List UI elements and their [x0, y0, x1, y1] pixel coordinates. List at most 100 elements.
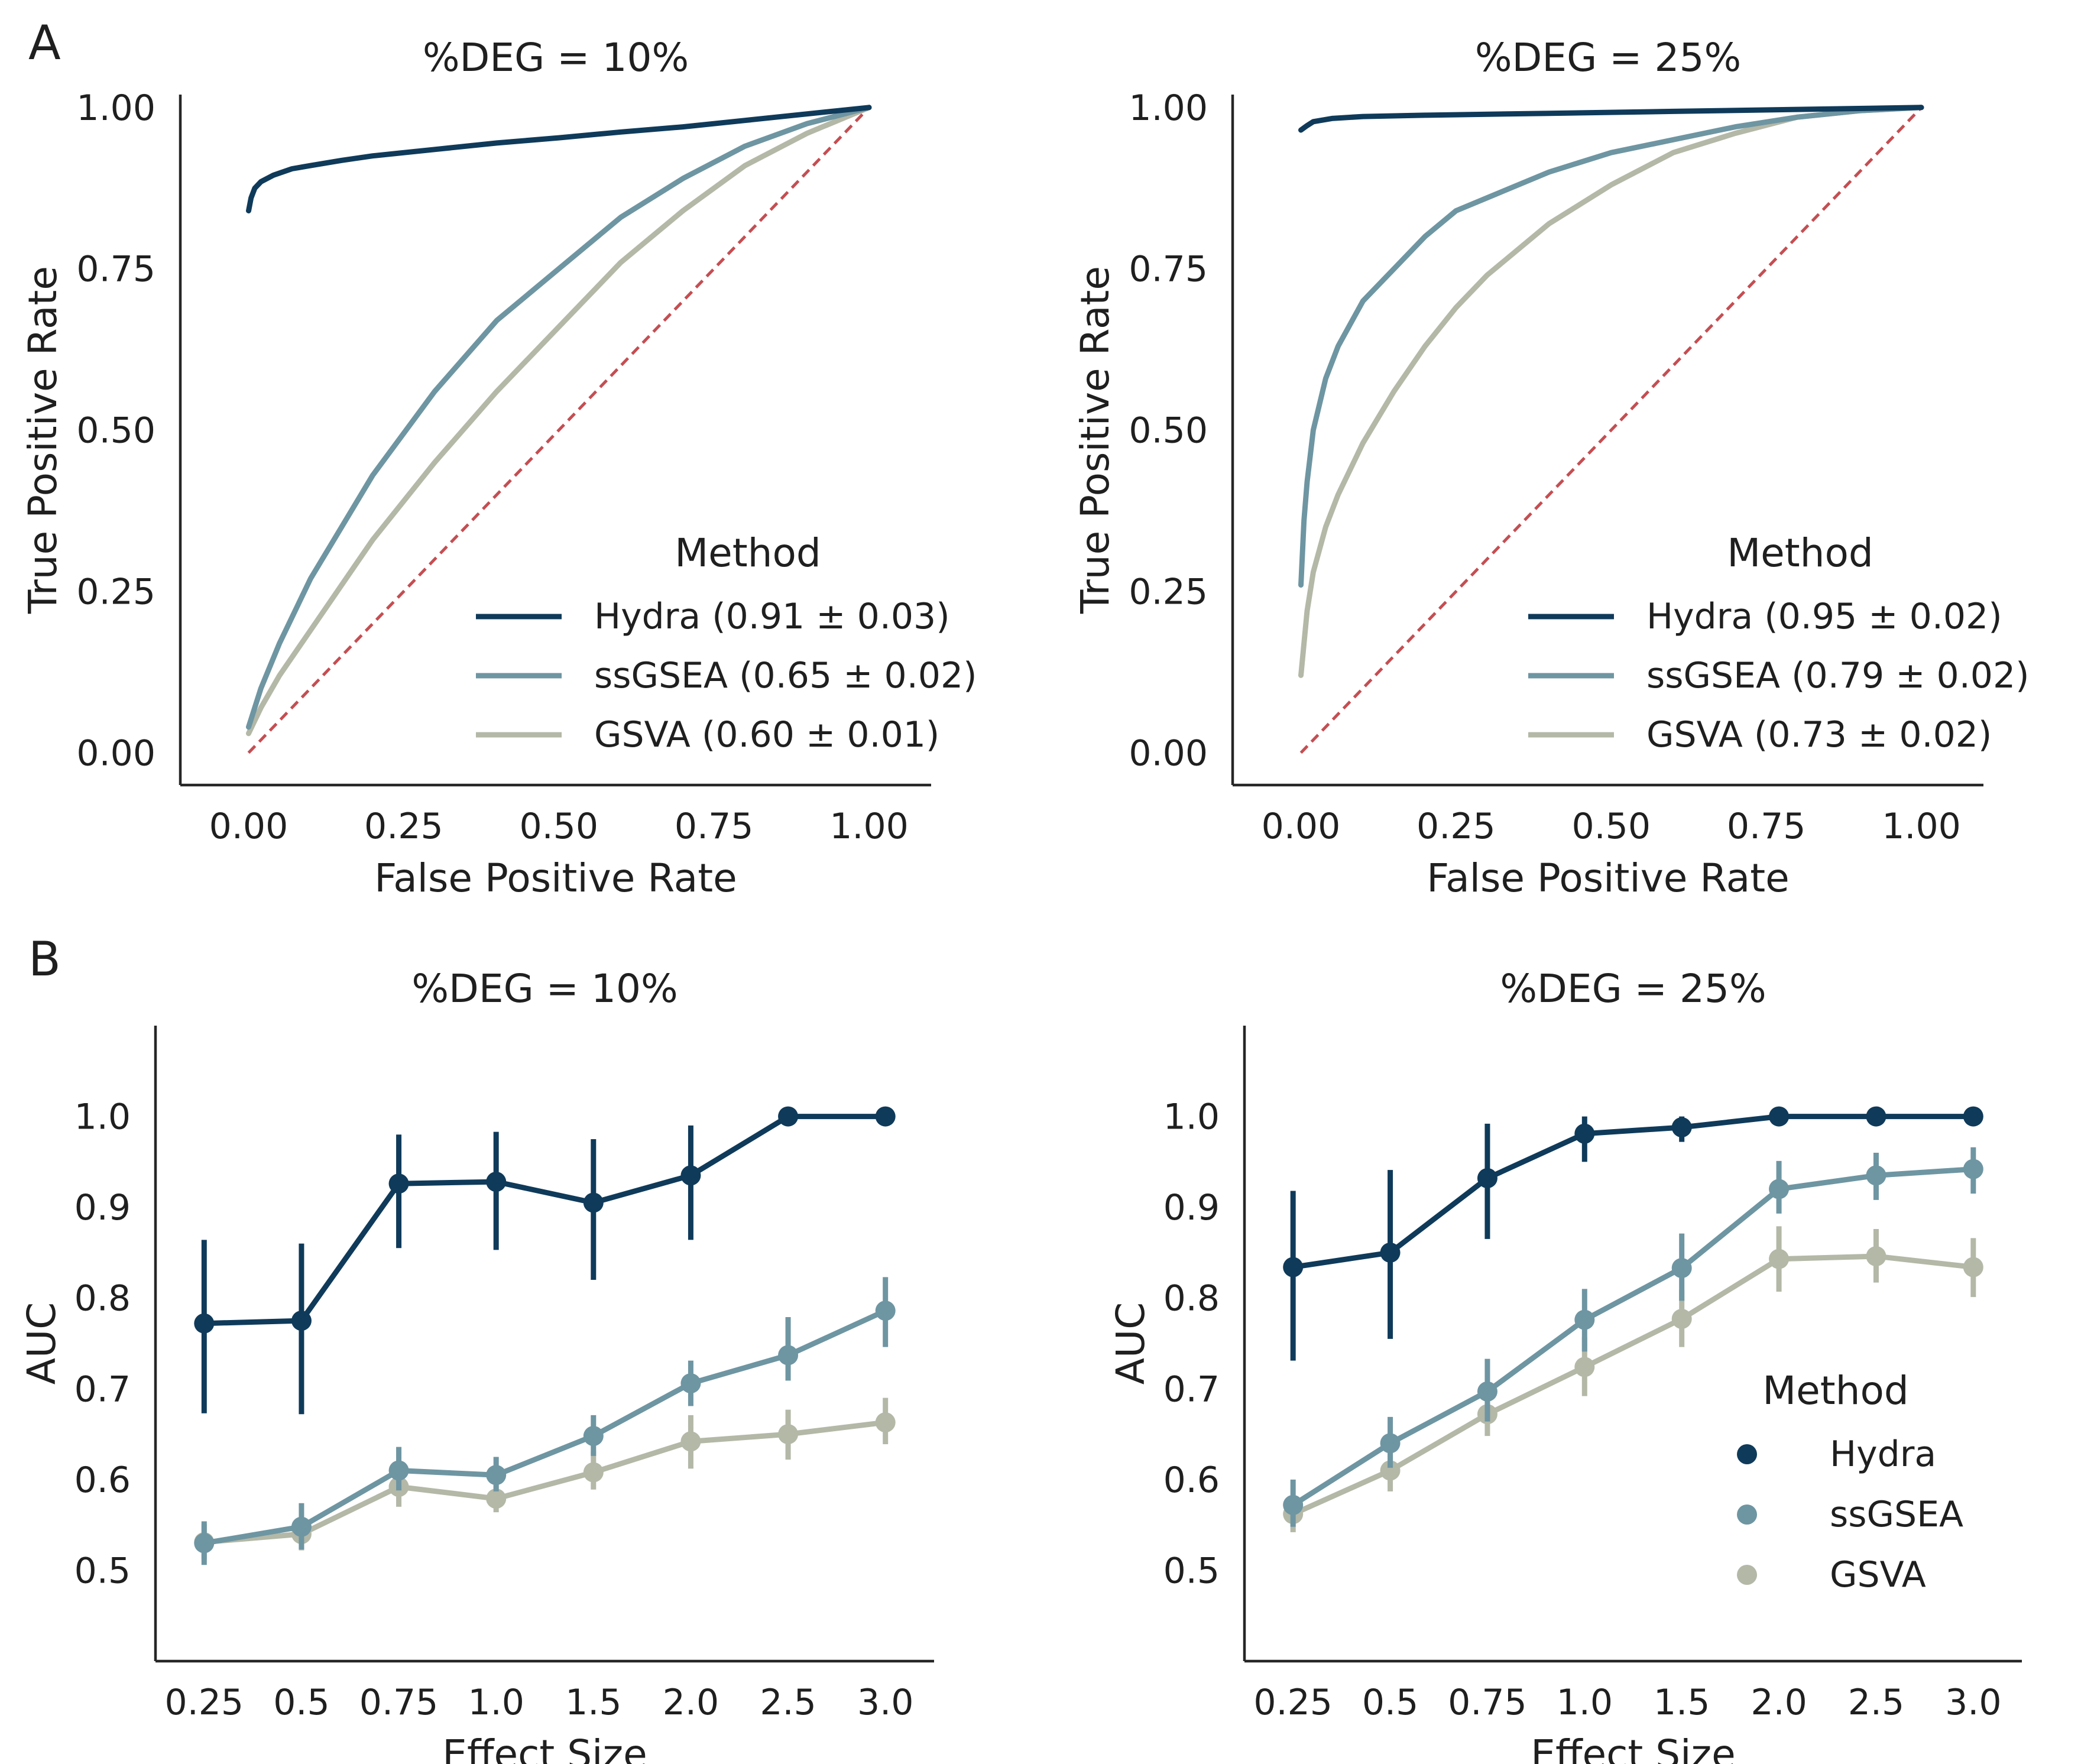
data-point-ssgsea — [1866, 1165, 1886, 1186]
y-tick-label: 0.5 — [1163, 1550, 1220, 1591]
legend-label-ssgsea: ssGSEA (0.65 ± 0.02) — [594, 655, 977, 696]
y-tick-label: 0.9 — [74, 1187, 131, 1228]
data-point-ssgsea — [1671, 1258, 1692, 1279]
x-tick-label: 3.0 — [857, 1682, 913, 1723]
data-point-ssgsea — [875, 1301, 896, 1321]
legend-label-ssgsea: ssGSEA — [1830, 1494, 1963, 1535]
data-point-gsva — [875, 1412, 896, 1433]
x-tick-label: 1.0 — [468, 1682, 524, 1723]
data-point-gsva — [1866, 1246, 1886, 1267]
x-tick-label: 0.25 — [1253, 1682, 1333, 1723]
data-point-gsva — [778, 1424, 799, 1445]
x-tick-label: 1.00 — [1882, 806, 1961, 847]
diagonal-reference-line — [1299, 106, 1923, 754]
data-point-hydra — [1963, 1106, 1983, 1127]
data-point-hydra — [1769, 1106, 1790, 1127]
data-point-ssgsea — [486, 1465, 507, 1486]
data-point-ssgsea — [194, 1533, 215, 1554]
data-point-hydra — [1380, 1242, 1401, 1263]
data-point-hydra — [388, 1173, 409, 1194]
legend-title: Method — [675, 530, 821, 576]
data-point-hydra — [194, 1313, 215, 1334]
x-tick-label: 1.5 — [1654, 1682, 1710, 1723]
series-line-ssgsea — [1291, 1166, 1974, 1507]
chart-title: %DEG = 10% — [411, 966, 678, 1011]
panel-label-b: B — [28, 932, 61, 987]
data-point-gsva — [1769, 1249, 1790, 1269]
y-tick-label: 0.6 — [1163, 1460, 1220, 1501]
x-tick-label: 0.50 — [1571, 806, 1651, 847]
y-axis-label: True Positive Rate — [1072, 266, 1118, 614]
data-point-hydra — [1283, 1257, 1304, 1277]
x-tick-label: 0.75 — [359, 1682, 439, 1723]
legend-title: Method — [1727, 530, 1873, 576]
series-line-hydra — [204, 1114, 886, 1327]
auc-chart-deg25: %DEG = 25% 0.25 0.5 0.75 1.0 1.5 2.0 2.5 3.0 0.5 0… — [1108, 966, 2022, 1764]
x-tick-label: 0.00 — [1262, 806, 1341, 847]
chart-title: %DEG = 10% — [423, 35, 689, 80]
x-tick-label: 2.5 — [1848, 1682, 1904, 1723]
chart-title: %DEG = 25% — [1500, 966, 1766, 1011]
auc-chart-deg10: %DEG = 10% 0.25 0.5 0.75 1.0 1.5 2.0 2.5 3.0 0.5 0… — [19, 966, 934, 1764]
y-axis-label: AUC — [19, 1302, 64, 1385]
y-tick-label: 1.0 — [74, 1097, 131, 1138]
x-tick-label: 1.00 — [829, 806, 909, 847]
y-tick-label: 0.6 — [74, 1460, 131, 1501]
roc-curve-ssgsea — [1298, 105, 1924, 588]
data-point-ssgsea — [1380, 1433, 1401, 1454]
data-point-gsva — [1671, 1309, 1692, 1330]
data-point-ssgsea — [388, 1460, 409, 1481]
data-point-hydra — [486, 1172, 507, 1192]
data-point-ssgsea — [1769, 1179, 1790, 1199]
data-point-ssgsea — [778, 1345, 799, 1366]
x-tick-label: 1.0 — [1557, 1682, 1613, 1723]
series-line-hydra — [1292, 1114, 1973, 1270]
roc-curve-gsva — [1298, 105, 1924, 678]
x-tick-label: 0.75 — [1727, 806, 1806, 847]
roc-curve-hydra — [1298, 105, 1924, 133]
legend-label-gsva: GSVA (0.73 ± 0.02) — [1646, 714, 1992, 755]
data-point-ssgsea — [1477, 1381, 1497, 1402]
data-point-hydra — [291, 1311, 312, 1331]
data-point-ssgsea — [1963, 1159, 1983, 1179]
roc-chart-deg25: %DEG = 25% 0.00 0.25 0.50 0.75 1.00 0.00 0.25 0.… — [1072, 35, 2030, 901]
data-point-hydra — [680, 1165, 701, 1186]
data-point-ssgsea — [1574, 1309, 1595, 1330]
diagonal-reference-line — [247, 106, 870, 754]
x-axis-label: False Positive Rate — [1427, 855, 1789, 901]
y-tick-label: 1.00 — [76, 87, 155, 129]
x-tick-label: 2.5 — [760, 1682, 816, 1723]
legend-marker-hydra — [1737, 1444, 1757, 1464]
data-point-hydra — [1574, 1123, 1595, 1144]
x-tick-label: 0.5 — [273, 1682, 329, 1723]
data-point-gsva — [1574, 1357, 1595, 1377]
legend-label-gsva: GSVA (0.60 ± 0.01) — [594, 714, 939, 755]
y-tick-label: 0.8 — [74, 1278, 131, 1319]
y-tick-label: 1.0 — [1163, 1097, 1220, 1138]
x-tick-label: 0.25 — [1416, 806, 1496, 847]
data-point-gsva — [680, 1431, 701, 1452]
data-point-hydra — [1477, 1168, 1497, 1188]
legend-label-hydra: Hydra (0.91 ± 0.03) — [594, 596, 950, 637]
data-point-gsva — [583, 1462, 604, 1483]
y-tick-label: 0.50 — [1129, 410, 1208, 452]
y-tick-label: 0.25 — [1129, 572, 1208, 613]
x-tick-label: 2.0 — [663, 1682, 719, 1723]
data-point-hydra — [583, 1192, 604, 1213]
data-point-ssgsea — [680, 1373, 701, 1394]
x-tick-label: 1.5 — [565, 1682, 621, 1723]
legend-title: Method — [1762, 1368, 1909, 1413]
y-tick-label: 0.25 — [76, 572, 155, 613]
data-point-ssgsea — [583, 1426, 604, 1447]
data-point-gsva — [1380, 1460, 1401, 1481]
y-tick-label: 0.00 — [1129, 732, 1208, 774]
data-point-hydra — [1866, 1106, 1886, 1127]
y-tick-label: 0.7 — [74, 1369, 131, 1410]
y-tick-label: 0.50 — [76, 410, 155, 452]
roc-curve-hydra — [246, 105, 872, 213]
legend-label-gsva: GSVA — [1830, 1554, 1926, 1596]
roc-chart-deg10: %DEG = 10% 0.00 0.25 0.50 0.75 1.00 0.00 0.25 0.… — [20, 35, 977, 901]
legend-marker-gsva — [1737, 1565, 1757, 1585]
data-point-hydra — [1671, 1117, 1692, 1137]
